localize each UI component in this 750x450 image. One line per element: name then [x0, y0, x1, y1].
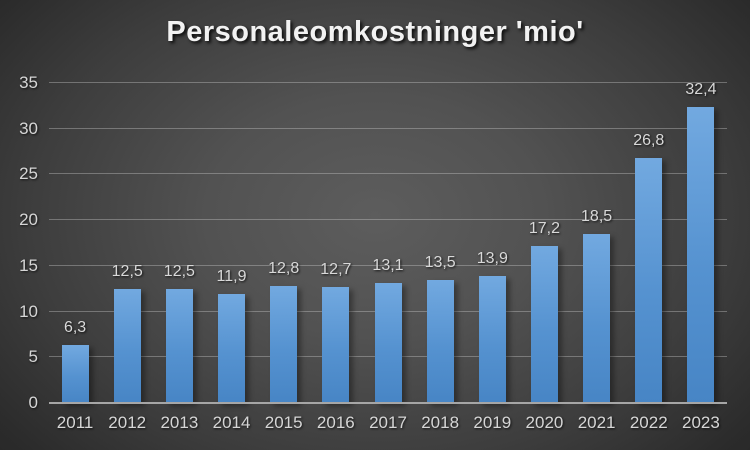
bar-value-label: 6,3 [63, 319, 87, 337]
x-tick-label: 2016 [316, 413, 355, 432]
bar-value-label: 12,5 [111, 262, 143, 280]
bar-2023 [687, 106, 715, 403]
bar-value-label: 26,8 [633, 131, 665, 149]
y-tick-label: 30 [19, 118, 38, 138]
bar-value-label: 17,2 [528, 219, 561, 237]
gridline [49, 82, 727, 83]
bar-2020 [530, 245, 558, 403]
gridline [49, 219, 727, 221]
bar-value-label: 12,8 [268, 259, 300, 277]
x-axis-line [49, 402, 727, 404]
bar-2011 [61, 345, 89, 403]
gridline [49, 173, 727, 175]
bar-value-label: 13,5 [424, 253, 456, 271]
bar-value-label: 13,9 [476, 249, 508, 267]
x-tick-label: 2013 [160, 413, 199, 432]
x-tick-label: 2023 [682, 413, 720, 432]
y-tick-label: 0 [28, 393, 38, 412]
bar-2019 [478, 275, 506, 403]
x-tick-label: 2022 [629, 413, 668, 432]
bar-2015 [270, 285, 298, 403]
x-axis: 2011 2012 2013 2014 2015 2016 2017 2018 2019 2020… [49, 412, 727, 438]
bar-value-label: 11,9 [216, 268, 247, 286]
y-tick-label: 15 [19, 255, 38, 275]
x-tick-label: 2018 [421, 413, 460, 432]
bar-value-label: 12,5 [163, 262, 195, 280]
x-tick-label: 2020 [525, 413, 564, 432]
x-tick-label: 2017 [369, 413, 407, 432]
bar-2018 [426, 279, 454, 403]
bar-2017 [374, 283, 402, 403]
y-axis: 0 5 10 15 20 25 30 35 [0, 73, 38, 412]
gridline [49, 264, 727, 266]
bar-value-label: 13,1 [372, 257, 404, 275]
bar-value-label: 18,5 [581, 207, 613, 225]
gridline [49, 127, 727, 129]
bar-value-label: 12,7 [320, 260, 352, 278]
bar-2012 [113, 288, 141, 403]
y-tick-label: 10 [19, 301, 38, 321]
x-tick-label: 2021 [577, 413, 616, 432]
bar-2013 [165, 288, 193, 403]
x-tick-label: 2014 [212, 413, 251, 432]
y-tick-label: 5 [28, 347, 38, 367]
chart-title: Personaleomkostninger 'mio' [166, 16, 584, 48]
x-tick-label: 2012 [108, 413, 147, 432]
bar-2022 [635, 157, 663, 403]
bar-2021 [583, 233, 611, 403]
y-tick-label: 25 [19, 164, 38, 184]
bar-2016 [322, 286, 350, 403]
bar-value-label: 32,4 [685, 80, 717, 98]
x-tick-label: 2015 [264, 413, 303, 432]
y-tick-label: 20 [19, 210, 38, 230]
y-tick-label: 35 [19, 73, 38, 92]
bar-2014 [218, 294, 246, 403]
x-tick-label: 2011 [56, 413, 94, 432]
plot-area: 6,3 12,5 12,5 11,9 12,8 12,7 13,1 13,5 13,9 17,2 1… [49, 81, 727, 404]
x-tick-label: 2019 [473, 413, 512, 432]
